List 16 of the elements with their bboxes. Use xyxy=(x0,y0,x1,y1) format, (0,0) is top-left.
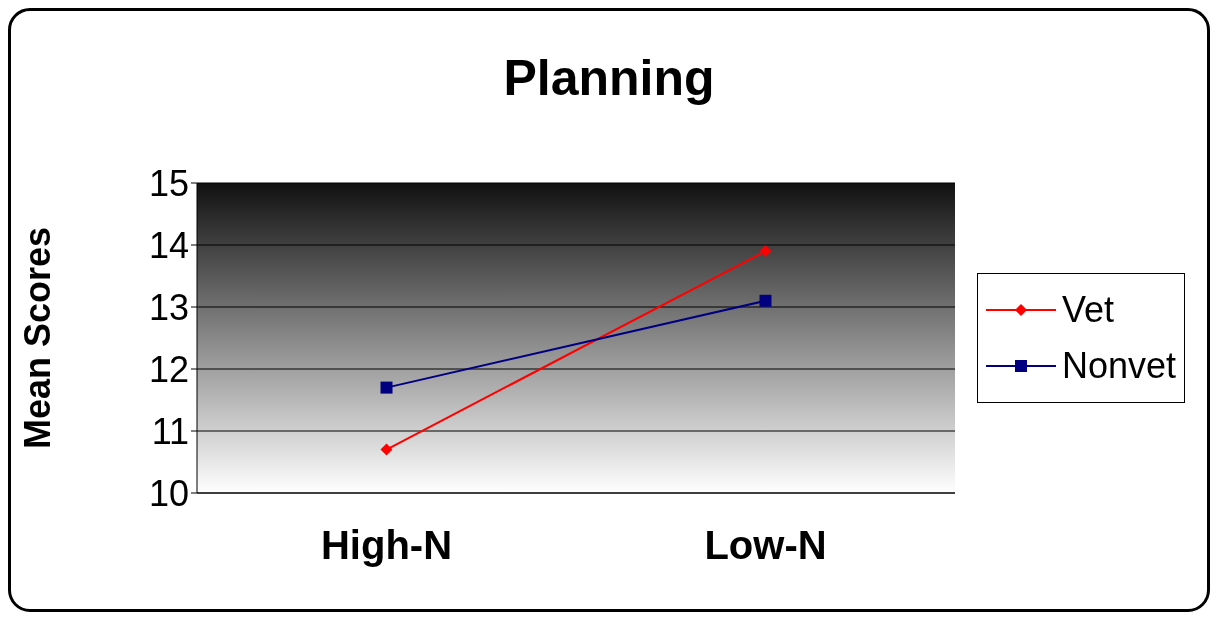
point xyxy=(380,443,393,456)
y-tick-label: 15 xyxy=(148,162,189,204)
x-tick-label: Low-N xyxy=(704,523,827,568)
y-tick-label: 13 xyxy=(148,286,189,328)
y-tick-label: 11 xyxy=(151,410,189,452)
y-tick-label: 14 xyxy=(148,224,189,266)
point xyxy=(380,381,393,394)
point xyxy=(759,245,772,258)
point xyxy=(759,294,772,307)
y-tick-label: 12 xyxy=(148,348,189,390)
y-tick-label: 10 xyxy=(148,472,189,514)
legend-label: Vet xyxy=(1062,288,1115,332)
legend-label: Nonvet xyxy=(1062,344,1177,388)
chart-title: Planning xyxy=(502,49,716,107)
y-axis-title: Mean Scores xyxy=(16,226,58,450)
x-tick-label: High-N xyxy=(320,523,453,568)
